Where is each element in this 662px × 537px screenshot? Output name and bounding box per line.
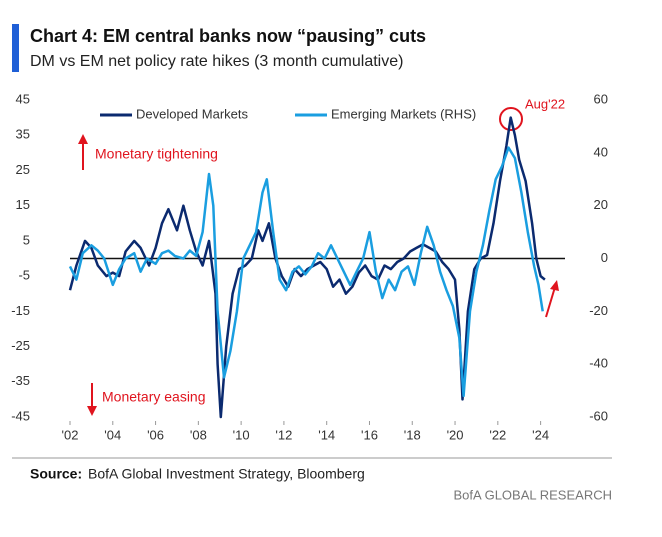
y2-tick-label: 0 xyxy=(601,250,608,265)
x-tick-label: '14 xyxy=(318,427,335,442)
source: BofA Global Investment Strategy, Bloombe… xyxy=(88,466,365,482)
y2-tick-label: 20 xyxy=(594,197,608,212)
x-tick-label: '20 xyxy=(447,427,464,442)
y-tick-label: 25 xyxy=(16,162,30,177)
x-tick-label: '24 xyxy=(532,427,549,442)
y2-tick-label: 40 xyxy=(594,144,608,159)
x-tick-label: '16 xyxy=(361,427,378,442)
x-tick-label: '08 xyxy=(190,427,207,442)
y-tick-label: 35 xyxy=(16,127,30,142)
x-tick-label: '22 xyxy=(489,427,506,442)
arrow-head xyxy=(87,406,97,416)
y2-tick-label: 60 xyxy=(594,91,608,106)
y2-tick-label: -60 xyxy=(589,408,608,423)
y2-tick-label: -20 xyxy=(589,303,608,318)
y-tick-label: -5 xyxy=(18,268,30,283)
arrow-head xyxy=(78,134,88,144)
y-tick-label: 15 xyxy=(16,197,30,212)
x-tick-label: '02 xyxy=(62,427,79,442)
x-tick-label: '18 xyxy=(404,427,421,442)
annotation: Monetary easing xyxy=(102,389,206,405)
x-tick-label: '12 xyxy=(275,427,292,442)
y-tick-label: -45 xyxy=(11,408,30,423)
y2-tick-label: -40 xyxy=(589,356,608,371)
y-tick-label: -15 xyxy=(11,303,30,318)
x-tick-label: '06 xyxy=(147,427,164,442)
legend-label: Developed Markets xyxy=(136,106,248,121)
annotation: Aug'22 xyxy=(525,96,565,111)
x-tick-label: '04 xyxy=(104,427,121,442)
series-line xyxy=(68,116,546,419)
y-tick-label: -35 xyxy=(11,373,30,388)
chart-title: Chart 4: EM central banks now “pausing” … xyxy=(30,26,426,46)
source-label: Source: xyxy=(30,466,82,482)
footer: BofA GLOBAL RESEARCH xyxy=(454,487,612,502)
arrow-head xyxy=(550,280,559,291)
y-tick-label: -25 xyxy=(11,338,30,353)
arrow-up xyxy=(545,286,556,318)
y-tick-label: 5 xyxy=(23,232,30,247)
highlight-circle xyxy=(499,107,523,131)
x-tick-label: '10 xyxy=(233,427,250,442)
series-line xyxy=(68,146,544,398)
chart-subtitle: DM vs EM net policy rate hikes (3 month … xyxy=(30,53,403,70)
legend-label: Emerging Markets (RHS) xyxy=(331,106,476,121)
annotation: Monetary tightening xyxy=(95,146,218,162)
y-tick-label: 45 xyxy=(16,91,30,106)
title-bar xyxy=(12,24,19,72)
